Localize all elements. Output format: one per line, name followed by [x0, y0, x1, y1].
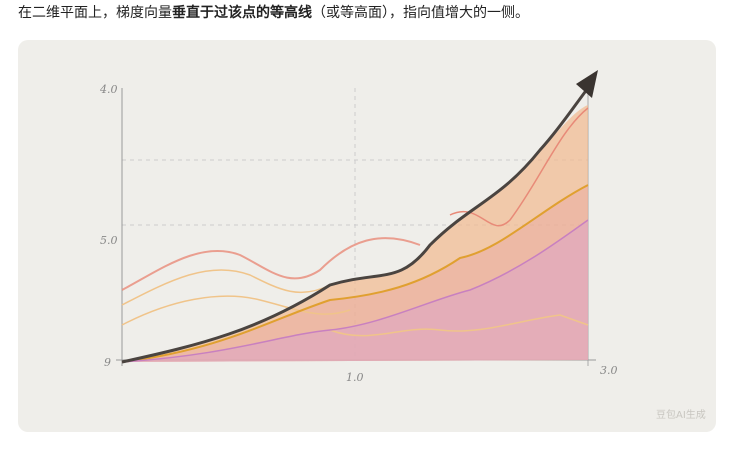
illustration: 4.0 5.0 9 1.0 3.0 豆包AI生成	[99, 70, 706, 421]
axis-label: 4.0	[99, 83, 118, 96]
paragraph: 在二维平面上，梯度向量垂直于过该点的等高线（或等高面），指向值增大的一侧。	[18, 0, 529, 26]
curve	[121, 295, 351, 326]
curve	[121, 184, 589, 363]
bold-text: 垂直于过该点的等高线	[172, 5, 312, 21]
arrow-line	[121, 87, 590, 364]
axis-label: 9	[104, 356, 111, 369]
area	[122, 105, 588, 362]
text: （或等高面），指向值增大的一侧。	[312, 5, 529, 21]
axis-label: 5.0	[100, 234, 118, 247]
image: 4.0 5.0 9 1.0 3.0 豆包AI生成	[18, 40, 716, 432]
watermark: 豆包AI生成	[656, 408, 706, 421]
curve	[121, 269, 331, 306]
area	[122, 185, 588, 362]
area	[122, 220, 588, 362]
text: 在二维平面上，梯度向量	[18, 5, 172, 21]
curve	[329, 314, 589, 337]
curve	[121, 237, 421, 291]
arrow-head	[576, 70, 598, 98]
axis-label: 1.0	[346, 371, 364, 384]
curve	[449, 107, 589, 227]
curve	[121, 219, 589, 363]
axis-label: 3.0	[600, 364, 618, 377]
